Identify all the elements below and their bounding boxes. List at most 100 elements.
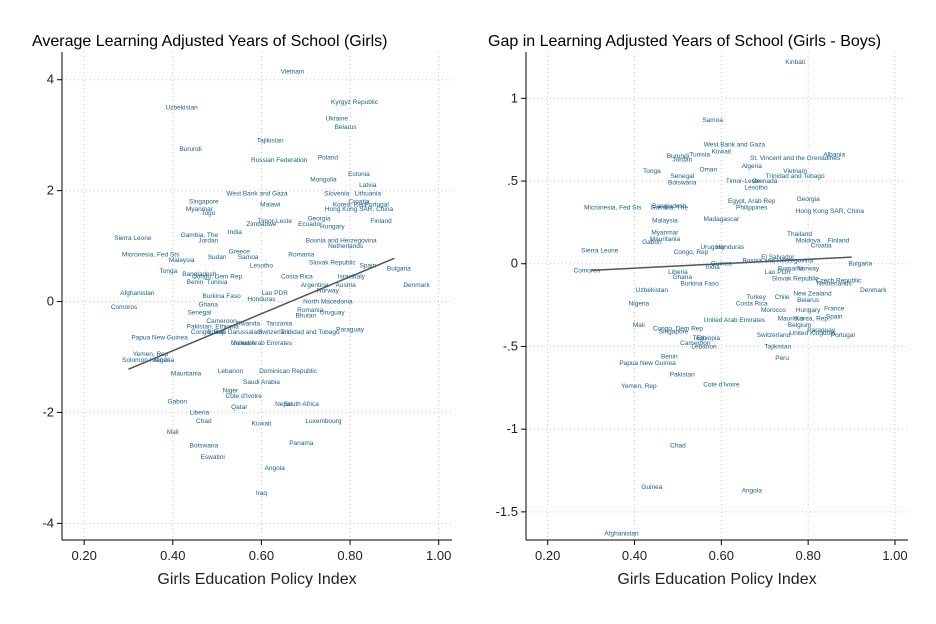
y-tick-label: 2 [47,183,54,198]
data-point-label: Kyrgyz Republic [331,99,379,106]
x-tick-label: 0.20 [535,548,560,563]
data-point-label: Croatia [348,199,369,206]
data-point-label: Nigeria [154,357,175,364]
data-point-label: Paraguay [336,326,365,333]
data-point-label: Slovak Republic [309,260,356,267]
data-point-label: Estonia [348,171,370,178]
data-point-label: Belgium [788,322,811,329]
data-point-label: Chad [670,443,686,450]
data-point-label: Spain [826,314,843,321]
data-point-label: United Arab Emirates [704,317,766,324]
data-point-label: Vietnam [783,168,807,175]
x-tick-label: 0.20 [72,548,97,563]
data-point-label: Sudan [208,254,227,261]
data-point-label: Benin [187,279,204,286]
data-point-label: Congo, Rep [674,249,709,256]
x-tick-label: 0.40 [160,548,185,563]
x-axis-label: Girls Education Policy Index [157,571,356,588]
data-point-label: Ecuador [298,221,323,228]
data-point-label: Malaysia [652,218,678,225]
fitted-line [591,256,852,272]
data-point-label: Congo, Rep [191,329,226,336]
data-point-label: Bosnia and Herzegovina [742,257,813,264]
data-point-label: Yemen, Rep [133,351,169,358]
data-point-label: Comoros [574,267,601,274]
data-point-label: Slovak Republic [772,276,819,283]
data-point-label: United Kingdom [789,330,835,337]
data-point-label: Hong Kong SAR, China [796,208,865,215]
data-point-label: Togo [693,335,707,342]
data-point-label: Samoa [238,254,259,261]
data-point-label: Tunisia [207,279,228,286]
y-tick-label: 4 [47,72,54,87]
data-point-label: Micronesia, Fed Sts [584,204,642,211]
data-point-label: Micronesia, Fed Sts [122,251,180,258]
x-tick-label: 0.80 [337,548,362,563]
data-point-label: Rwanda [236,321,260,328]
data-point-label: Cote d'Ivoire [703,382,740,389]
data-point-label: Hungary [320,224,345,231]
data-point-label: Chile [775,294,790,301]
data-point-label: Oman [699,166,717,173]
data-point-label: Latvia [359,182,377,189]
data-point-label: Timor-Leste [726,178,761,185]
data-point-label: Mongolia [310,177,337,184]
data-point-label: Tonga [643,168,661,175]
data-point-label: Peru [775,355,789,362]
data-point-label: Sierra Leone [581,248,619,255]
data-point-label: Austria [336,282,357,289]
data-point-label: Cameroon [680,340,711,347]
data-point-label: West Bank and Gaza [226,190,288,197]
data-point-label: Myanmar [651,229,679,236]
data-point-label: Egypt, Arab Rep [728,198,776,205]
data-point-label: Ghana [198,301,218,308]
data-point-label: Tunisia [689,152,710,159]
data-point-label: Turkey [746,294,766,301]
data-point-label: Singapore [189,199,219,206]
data-point-label: United Arab Emirates [231,340,293,347]
data-point-label: Gambia, The [181,232,219,239]
data-point-label: Malaysia [169,257,195,264]
data-point-label: Finland [828,238,850,245]
data-point-label: Poland [318,154,339,161]
data-point-label: Romania [288,251,314,258]
data-point-label: Spain [359,263,376,270]
data-point-label: Morocco [761,307,786,314]
data-point-label: Iraq [256,490,268,497]
data-point-label: El Salvador [761,254,795,261]
data-point-label: Saudi Arabia [243,379,280,386]
y-tick-label: -.5 [503,338,518,353]
data-point-label: Gabon [642,239,662,246]
y-tick-label: -1.5 [496,504,518,519]
data-point-label: Uzbekistan [636,287,669,294]
data-point-label: Bhutan [295,312,316,319]
data-point-label: Papua New Guinea [131,335,188,342]
x-tick-label: 1.00 [882,548,907,563]
data-point-label: Uruguay [320,310,345,317]
data-point-label: Thailand [787,231,812,238]
data-point-label: Ukraine [326,116,349,123]
data-point-label: Gambia, The [651,204,689,211]
data-point-label: Trinidad and Tobago [281,329,340,336]
data-point-label: Senegal [187,310,211,317]
data-point-label: Greece [229,249,251,256]
data-point-label: Tonga [160,268,178,275]
data-point-label: Eswatini [201,454,225,461]
data-point-label: Sierra Leone [114,235,152,242]
data-point-label: Tanzania [266,321,292,328]
x-tick-label: 1.00 [426,548,451,563]
data-point-label: Guinea [641,484,662,491]
data-point-label: Nigeria [629,300,650,307]
data-point-label: Burundi [179,146,201,153]
data-point-label: Singapore [659,329,689,336]
data-point-label: Afghanistan [604,530,639,537]
data-point-label: Bosnia and Herzegovina [306,238,377,245]
y-tick-label: -4 [42,515,54,530]
data-point-label: Benin [661,353,678,360]
data-point-label: Argentina [301,282,329,289]
data-point-label: Comoros [111,304,138,311]
data-point-label: Botswana [668,180,697,187]
data-point-label: Bulgaria [387,265,411,272]
data-point-label: Congo, Dem Rep [653,325,704,332]
